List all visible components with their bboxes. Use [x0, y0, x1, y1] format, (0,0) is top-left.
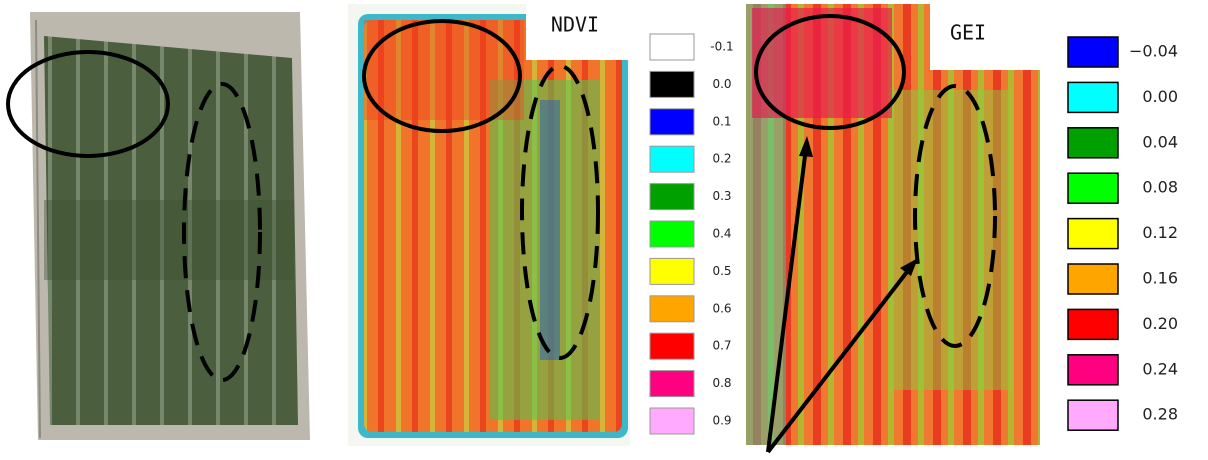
legend-label: 0.3 — [712, 189, 731, 203]
legend-swatch — [649, 295, 695, 323]
legend-swatch — [1067, 263, 1119, 295]
legend-swatch — [1067, 217, 1119, 250]
legend-swatch — [1067, 81, 1119, 114]
legend-label: 0.24 — [1142, 359, 1178, 378]
legend-label: 0.7 — [712, 339, 731, 353]
title-box — [526, 0, 630, 60]
legend-label: 0.08 — [1142, 178, 1178, 197]
legend-swatch — [649, 183, 695, 211]
legend-label: 0.6 — [712, 301, 731, 315]
legend-label: 0.0 — [712, 77, 731, 91]
legend-label: −0.04 — [1129, 42, 1178, 61]
legend-label: 0.16 — [1142, 269, 1178, 288]
legend-swatch — [649, 145, 695, 173]
legend-swatch — [1067, 36, 1119, 68]
legend-swatch — [1067, 354, 1119, 386]
legend-label: 0.28 — [1142, 405, 1178, 424]
legend-label: 0.8 — [712, 376, 731, 390]
legend-swatch — [649, 220, 695, 248]
legend-label: 0.00 — [1142, 87, 1178, 106]
circle-marker — [6, 50, 170, 158]
rgb-image — [30, 12, 310, 440]
ndvi-title: NDVI — [551, 13, 599, 37]
legend-label: 0.9 — [712, 414, 731, 428]
dashed-ellipse — [520, 64, 600, 360]
dashed-ellipse — [182, 82, 262, 382]
legend-swatch — [1067, 399, 1119, 431]
legend-swatch — [1067, 308, 1119, 341]
dashed-ellipse — [913, 84, 997, 348]
legend-swatch — [1067, 172, 1119, 204]
circle-marker — [754, 14, 906, 130]
legend-swatch — [649, 70, 695, 98]
legends: -0.1 0.0 0.1 0.2 0.3 0.4 0.5 0.6 0.7 0.8 0.9 −0.04 0… — [649, 33, 1178, 435]
legend-swatch — [649, 370, 695, 398]
legend-label: 0.04 — [1142, 132, 1178, 151]
legend-label: 0.20 — [1142, 314, 1178, 333]
legend-label: 0.4 — [712, 227, 731, 241]
legend-label: 0.2 — [712, 152, 731, 166]
legend-swatch — [649, 33, 695, 61]
arrows — [766, 136, 918, 454]
legend-label: 0.1 — [712, 114, 731, 128]
title-box — [930, 0, 1042, 66]
legend-label: -0.1 — [710, 40, 733, 54]
legend-swatch — [649, 407, 695, 435]
legend-swatch — [1067, 127, 1119, 159]
legend-label: 0.12 — [1142, 223, 1178, 242]
gei-title: GEI — [950, 21, 986, 45]
circle-marker — [362, 19, 522, 133]
ndvi-image — [348, 4, 630, 446]
legend-swatch — [649, 257, 695, 285]
legend-swatch — [649, 332, 695, 360]
legend-label: 0.5 — [712, 264, 731, 278]
legend-swatch — [649, 108, 695, 136]
